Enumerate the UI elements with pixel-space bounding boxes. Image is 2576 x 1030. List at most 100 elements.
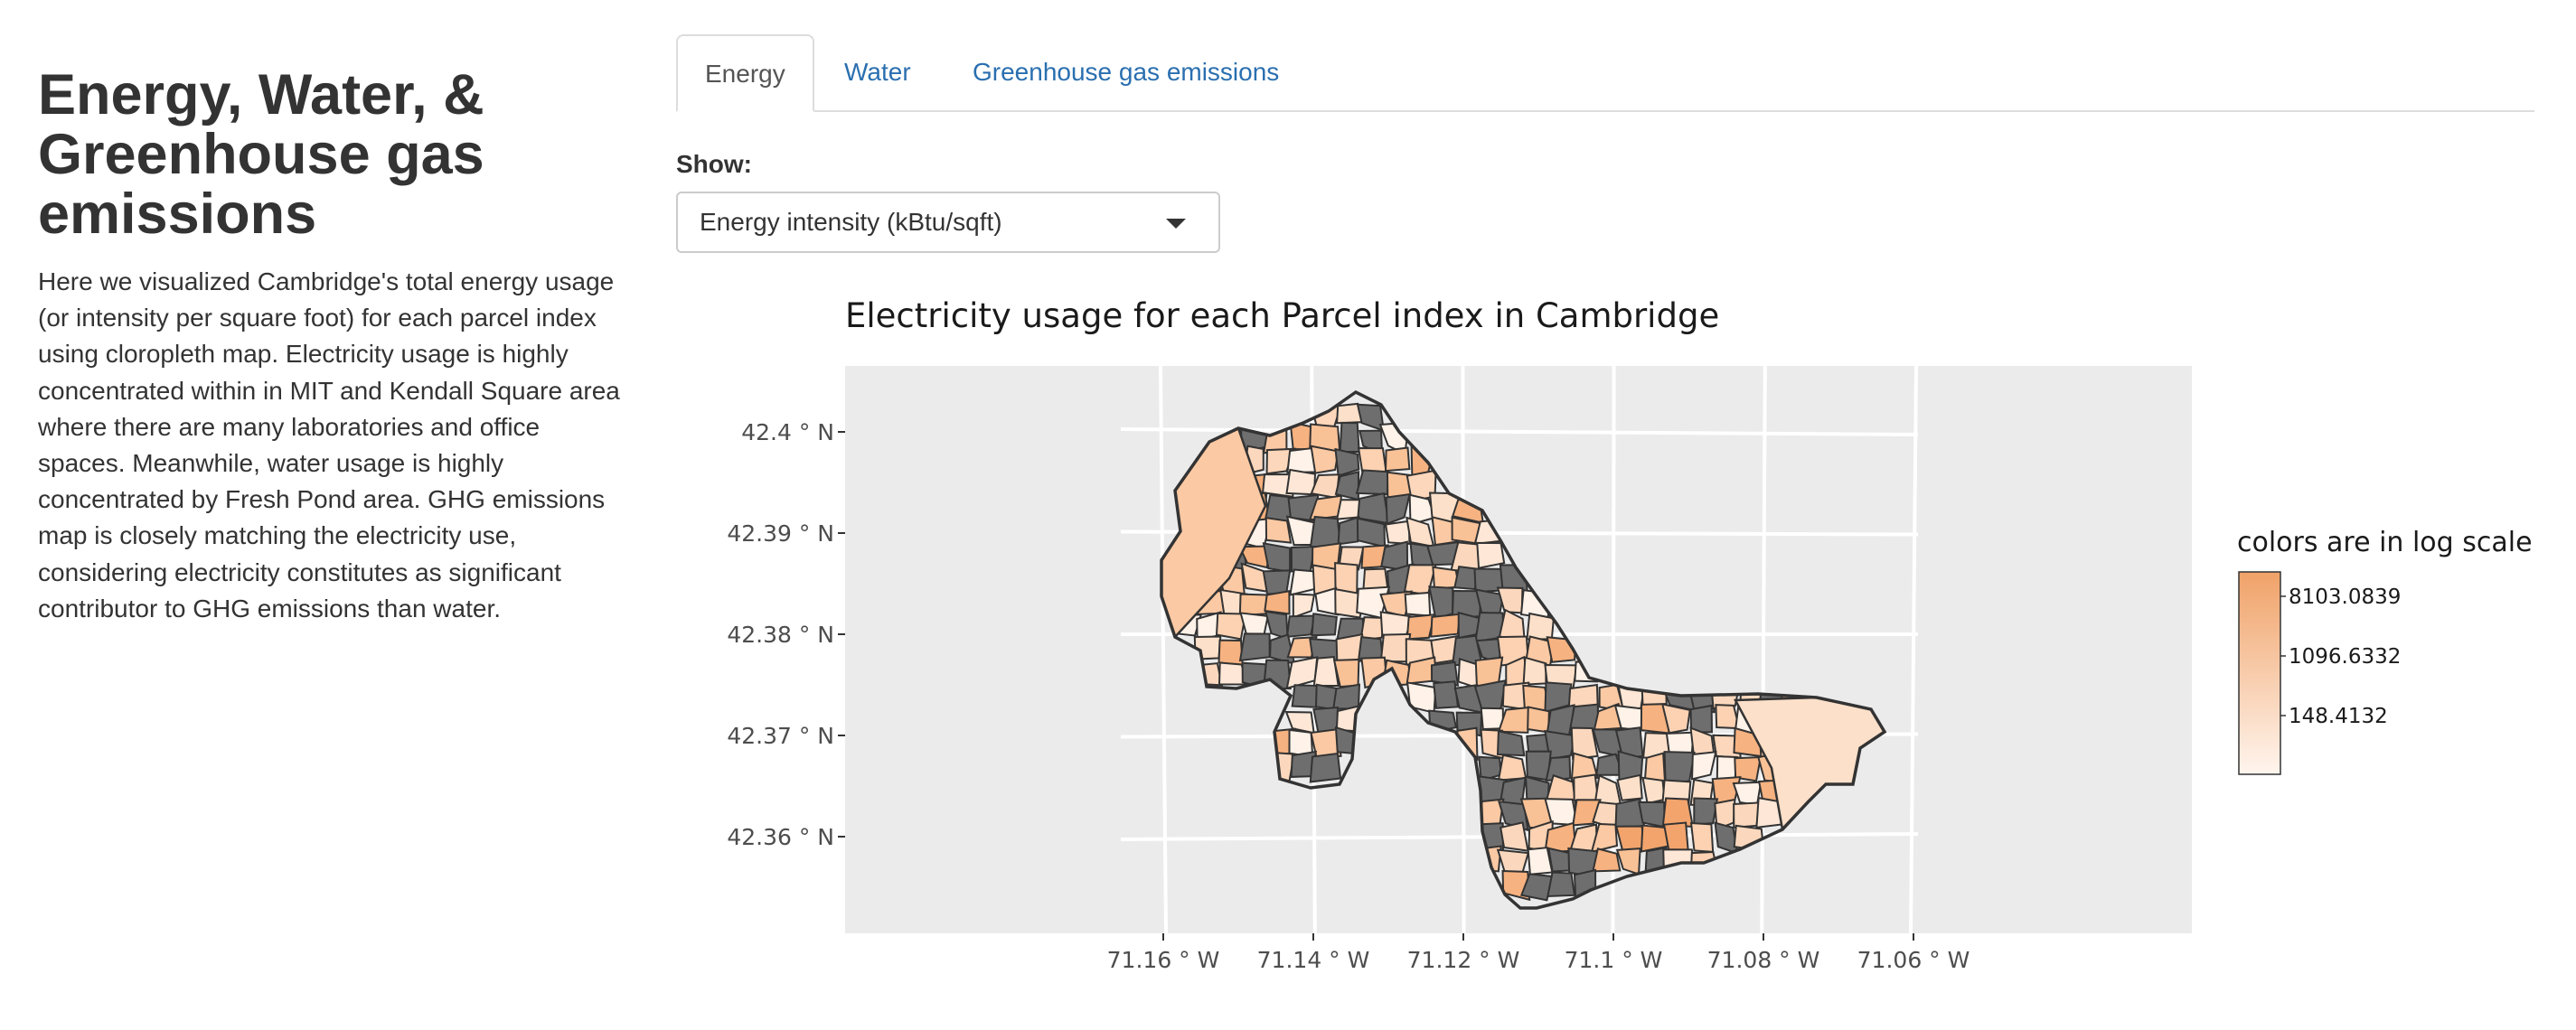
parcel [1522, 656, 1547, 686]
chart-title: Electricity usage for each Parcel index … [845, 296, 1719, 335]
parcel [1291, 684, 1319, 708]
parcel [1406, 613, 1436, 641]
tab-water[interactable]: Water [844, 58, 911, 86]
parcel [1286, 635, 1318, 659]
parcel [1384, 520, 1411, 545]
parcel [1663, 751, 1696, 784]
parcel [1262, 542, 1292, 573]
legend-label: 1096.6332 [2289, 645, 2401, 669]
x-tick-label: 71.12 ° W [1407, 947, 1520, 973]
legend: colors are in log scale 8103.0839 1096.63… [2237, 527, 2533, 775]
parcel [1355, 469, 1390, 496]
legend-title: colors are in log scale [2237, 527, 2533, 558]
parcel [1638, 801, 1666, 829]
parcel [1733, 801, 1761, 829]
legend-colorbar [2238, 571, 2281, 775]
parcel [1616, 773, 1643, 801]
city-boundary [1160, 389, 1887, 910]
y-tick-label: 42.37 ° N [727, 723, 834, 749]
parcel [1497, 706, 1530, 734]
parcel [1312, 656, 1340, 688]
parcel [1476, 541, 1506, 569]
parcel [1385, 492, 1411, 526]
parcel [1570, 752, 1599, 782]
parcel [1519, 873, 1554, 902]
parcel [1527, 706, 1550, 734]
y-tick-label: 42.36 ° N [727, 824, 834, 850]
parcel [1693, 797, 1719, 826]
parcel [1662, 821, 1689, 853]
x-tick-label: 71.1 ° W [1565, 947, 1663, 973]
parcel [1310, 445, 1340, 474]
show-label: Show: [676, 150, 752, 178]
grid-line-vertical [1909, 365, 1918, 934]
show-select[interactable]: Energy intensity (kBtu/sqft) [676, 192, 1220, 253]
parcel [1545, 755, 1572, 782]
parcel [1310, 727, 1342, 759]
tab-energy[interactable]: Energy [676, 34, 814, 112]
parcel [1237, 545, 1272, 569]
parcel [1285, 614, 1316, 638]
chevron-down-icon [1166, 219, 1186, 229]
parcel [1690, 751, 1717, 781]
parcel [1238, 632, 1271, 662]
parcel [1265, 447, 1297, 475]
legend-label: 8103.0839 [2289, 585, 2401, 609]
parcel [1641, 776, 1666, 805]
parcel [1430, 613, 1461, 638]
parcel [1332, 683, 1361, 710]
parcel-polygons [1160, 389, 1887, 910]
x-tick-label: 71.08 ° W [1707, 947, 1820, 973]
show-select-value: Energy intensity (kBtu/sqft) [700, 208, 1002, 236]
x-tick-label: 71.06 ° W [1857, 947, 1970, 973]
parcel [1311, 613, 1338, 637]
parcel [1689, 821, 1715, 853]
grid-line-horizontal [1120, 427, 1919, 436]
parcel [1734, 755, 1763, 782]
parcel [1384, 446, 1411, 473]
parcel [1433, 680, 1460, 709]
parcel [1689, 704, 1713, 734]
grid-line-vertical [1611, 365, 1616, 934]
x-tick-label: 71.14 ° W [1257, 947, 1370, 973]
parcel [1497, 754, 1528, 782]
parcel [1309, 752, 1342, 783]
parcel [1590, 822, 1619, 854]
parcel [1661, 797, 1695, 829]
x-axis: 71.16 ° W 71.14 ° W 71.12 ° W 71.1 ° W 71.08… [1107, 933, 1970, 973]
parcel [1526, 612, 1555, 641]
parcel [1359, 616, 1386, 642]
grid-line-vertical [1159, 365, 1168, 934]
parcel [1547, 871, 1576, 898]
parcel [1285, 468, 1317, 496]
y-axis: 42.4 ° N 42.39 ° N 42.38 ° N 42.37 ° N 42.36… [727, 419, 845, 850]
parcel [1496, 730, 1526, 757]
x-tick-label: 71.16 ° W [1107, 947, 1220, 973]
parcel [1292, 593, 1316, 619]
parcel [1264, 590, 1291, 615]
parcel [1660, 703, 1691, 735]
parcel [1544, 729, 1577, 761]
parcel [1264, 517, 1293, 544]
parcel [1404, 591, 1432, 617]
parcel [1215, 612, 1247, 641]
page-description: Here we visualized Cambridge's total ene… [38, 267, 620, 623]
parcel [1592, 847, 1622, 873]
tab-greenhouse-gas-emissions[interactable]: Greenhouse gas emissions [973, 58, 1280, 86]
parcel [1430, 660, 1460, 687]
sidebar: Energy, Water, & Greenhouse gas emission… [38, 65, 625, 627]
y-tick-label: 42.38 ° N [727, 622, 834, 648]
parcel [1290, 545, 1316, 573]
parcel [1500, 821, 1529, 852]
parcel [1337, 515, 1360, 546]
parcel [1339, 421, 1360, 454]
parcel [1217, 639, 1244, 668]
parcel [1334, 447, 1360, 477]
y-tick-label: 42.4 ° N [741, 419, 834, 445]
page-title: Energy, Water, & Greenhouse gas emission… [38, 63, 484, 246]
legend-label: 148.4132 [2289, 705, 2388, 728]
parcel [1262, 569, 1292, 595]
tab-bar: Energy Water Greenhouse gas emissions [676, 34, 2534, 112]
y-tick-label: 42.39 ° N [727, 520, 834, 547]
